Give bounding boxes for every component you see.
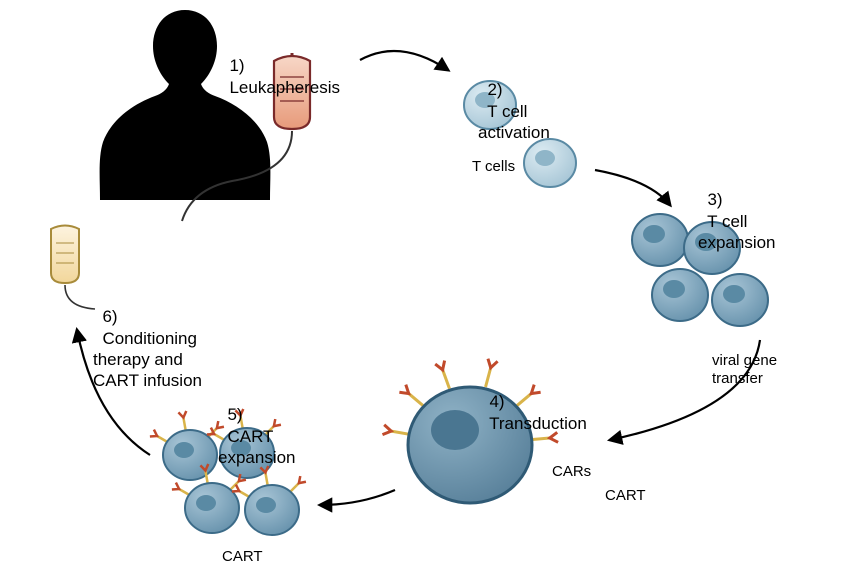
step6-num: 6) [102,307,117,326]
step1-num: 1) [229,56,244,75]
step1-title: Leukapheresis [229,78,340,97]
tcells-sublabel: T cells [472,158,515,176]
cart-big-sublabel: CART [605,487,646,505]
infusion-bag-icon [51,226,95,310]
step3-label: 3) T cell expansion [698,168,776,253]
process-arrows [77,51,760,505]
cart-process-diagram: { "canvas": { "width": 850, "height": 58… [0,0,850,582]
step5-label: 5) CART expansion [218,383,296,468]
step4-num: 4) [489,392,504,411]
cars-sublabel: CARs [552,463,591,481]
tcell-activation-b-icon [524,139,576,187]
step3-title: T cell expansion [698,212,776,252]
step2-label: 2) T cell activation [478,58,550,143]
step4-label: 4) Transduction [480,370,587,434]
step3-num: 3) [707,190,722,209]
cart-small-sublabel: CART [222,548,263,566]
step1-label: 1) Leukapheresis [220,34,340,98]
step6-label: 6) Conditioning therapy and CART infusio… [93,285,202,391]
step6-title: Conditioning therapy and CART infusion [93,329,202,391]
step4-title: Transduction [489,414,587,433]
step2-title: T cell activation [478,102,550,142]
step5-num: 5) [227,405,242,424]
step2-num: 2) [487,80,502,99]
viral-transfer-sublabel: viral gene transfer [712,352,777,388]
step5-title: CART expansion [218,427,296,467]
